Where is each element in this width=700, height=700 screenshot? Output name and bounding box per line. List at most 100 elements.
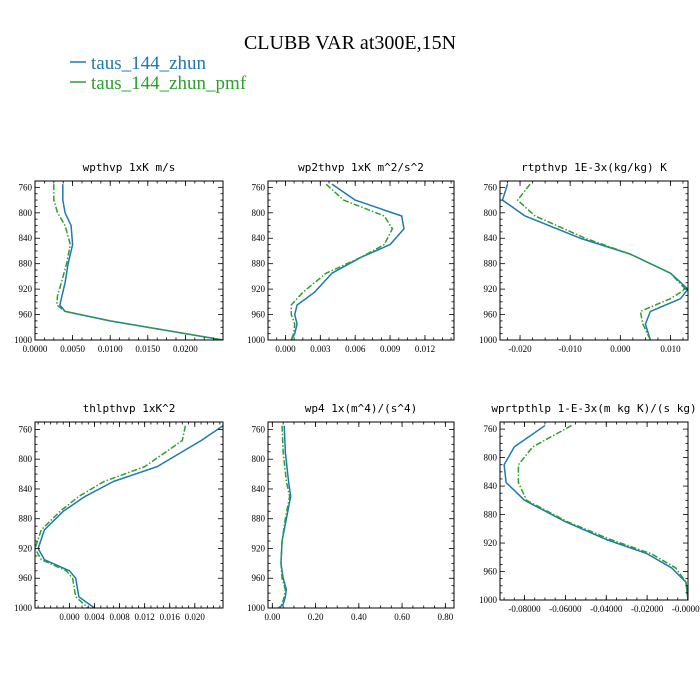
y-tick-label: 960 [19,573,33,583]
x-tick-label: -0.020 [508,344,532,354]
subplot-2: wp2thvp 1xK m^2/s^2 760 800 840 880 920 960 100… [247,161,455,354]
y-tick-label: 880 [252,514,266,524]
x-tick-label: 0.0000 [23,344,48,354]
y-tick-label: 840 [252,484,266,494]
series-line-zhun [278,425,292,608]
series-line-zhun [501,183,688,340]
series-line-zhun [37,425,223,608]
y-tick-label: 760 [252,424,266,434]
x-tick-label: 0.008 [109,612,130,622]
y-tick-label: 960 [484,310,498,320]
series-line-zhun-pmf [53,184,223,340]
x-tick-label: 0.0200 [173,344,198,354]
y-tick-label: 760 [19,424,33,434]
x-tick-label: 0.00 [264,612,280,622]
subplot-1: wpthvp 1xK m/s76080084088092096010000.00… [14,161,224,354]
y-tick-label: 880 [252,259,266,269]
series-line-zhun-pmf [278,425,291,608]
y-tick-label: 1000 [479,595,498,605]
plot-frame [499,421,689,601]
y-tick-label: 800 [252,454,266,464]
x-tick-label: 0.012 [415,344,435,354]
subplot-title: wp4 1x(m^4)/(s^4) [305,402,418,415]
y-tick-label: 840 [19,484,33,494]
series-line-zhun-pmf [290,183,394,340]
x-tick-label: 0.0050 [60,344,85,354]
y-tick-label: 960 [252,573,266,583]
series-line-zhun [59,184,223,340]
subplot-title: wprtpthlp 1-E-3x(m kg K)/(s kg) [491,402,696,415]
y-tick-label: 760 [252,182,266,192]
y-tick-label: 760 [484,182,498,192]
x-tick-label: -0.08000 [508,604,541,614]
x-tick-label: 0.60 [394,612,410,622]
x-tick-label: 0.009 [380,344,401,354]
y-tick-label: 760 [484,424,498,434]
x-tick-label: 0.80 [437,612,453,622]
subplot-grid: wpthvp 1xK m/s76080084088092096010000.00… [14,161,700,622]
x-tick-label: 0.020 [185,612,206,622]
subplot-4: thlpthvp 1xK^2 760 800 840 880 920 960 1000 0.00… [14,402,224,622]
plot-frame [267,180,455,341]
x-tick-label: 0.000 [610,344,631,354]
x-tick-label: -0.04000 [590,604,623,614]
y-tick-label: 840 [484,233,498,243]
x-tick-label: 0.0100 [98,344,123,354]
y-tick-label: 1000 [247,335,266,345]
y-tick-label: 960 [484,567,498,577]
subplot-title: wp2thvp 1xK m^2/s^2 [298,161,424,174]
y-tick-label: 840 [19,233,33,243]
x-tick-label: 0.010 [660,344,681,354]
x-tick-label: -0.02000 [631,604,664,614]
y-tick-label: 800 [252,208,266,218]
y-tick-label: 880 [19,514,33,524]
y-tick-label: 960 [252,310,266,320]
series-line-zhun-pmf [35,425,187,608]
series-line-zhun [290,183,405,340]
y-tick-label: 840 [252,233,266,243]
y-tick-label: 920 [19,284,33,294]
legend-label-zhun: taus_144_zhun [91,53,207,74]
x-tick-label: 0.000 [275,344,296,354]
y-tick-label: 880 [484,259,498,269]
series-line-zhun-pmf [516,183,687,340]
y-tick-label: 1000 [247,603,266,613]
y-tick-label: 960 [19,310,33,320]
x-tick-label: 0.012 [135,612,155,622]
subplot-title: wpthvp 1xK m/s [83,161,176,174]
series-line-zhun-pmf [517,424,688,600]
subplot-3: rtpthvp 1E-3x(kg/kg) K 760 800 840 880 920 960… [479,161,689,354]
y-tick-label: 1000 [479,335,498,345]
y-tick-label: 1000 [14,603,33,613]
y-tick-label: 800 [19,208,33,218]
y-tick-label: 800 [19,454,33,464]
x-tick-label: 0.0150 [135,344,160,354]
plot-frame [34,421,224,609]
legend-label-zhun-pmf: taus_144_zhun_pmf [91,73,247,94]
x-tick-label: 0.000 [59,612,80,622]
x-tick-label: 0.006 [345,344,366,354]
y-tick-label: 920 [19,543,33,553]
y-tick-label: 840 [484,481,498,491]
series-line-zhun [503,424,688,600]
legend: taus_144_zhun taus_144_zhun_pmf [70,53,247,94]
y-tick-label: 880 [19,259,33,269]
y-tick-label: 920 [484,538,498,548]
y-tick-label: 920 [252,543,266,553]
x-tick-label: 0.003 [310,344,331,354]
y-tick-label: 800 [484,208,498,218]
x-tick-label: 0.20 [308,612,324,622]
subplot-5: wp4 1x(m^4)/(s^4)76080084088092096010000… [247,402,455,622]
x-tick-label: 0.004 [84,612,105,622]
subplot-title: rtpthvp 1E-3x(kg/kg) K [521,161,667,174]
y-tick-label: 920 [484,284,498,294]
x-tick-label: -0.06000 [549,604,582,614]
y-tick-label: 920 [252,284,266,294]
x-tick-label: 0.40 [351,612,367,622]
y-tick-label: 1000 [14,335,33,345]
plot-frame [267,421,455,609]
y-tick-label: 880 [484,510,498,520]
subplot-6: wprtpthlp 1-E-3x(m kg K)/(s kg) 760 800 840… [479,402,700,614]
